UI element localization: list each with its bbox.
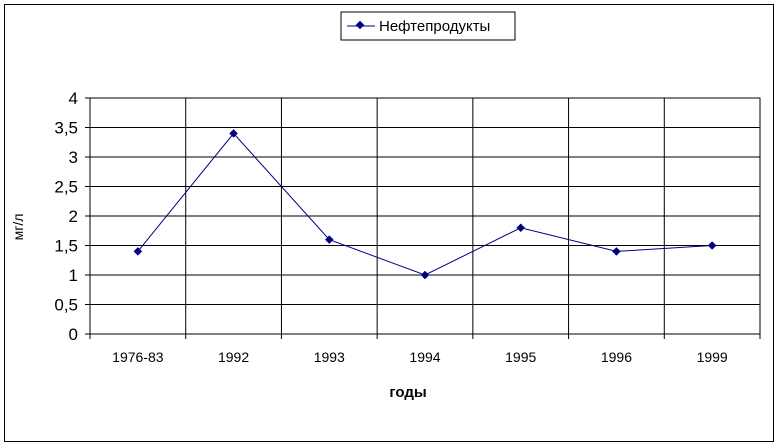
data-point [133, 247, 143, 256]
data-point [324, 235, 334, 244]
y-axis-title: мг/л [10, 214, 26, 241]
x-tick-label: 1999 [697, 349, 728, 365]
y-tick-label: 1,5 [54, 237, 78, 256]
data-point [612, 247, 621, 256]
chart-frame: Нефтепродукты мг/л годы 0 0,5 1 1,5 2 2,5 3 3,5… [4, 4, 774, 442]
legend-label: Нефтепродукты [379, 18, 490, 35]
y-tick-label: 3 [69, 148, 78, 167]
x-tick-label: 1994 [409, 349, 440, 365]
x-tick-label: 1993 [314, 349, 345, 365]
data-point [516, 223, 526, 233]
legend: Нефтепродукты [340, 11, 516, 41]
line-chart: Нефтепродукты мг/л годы 0 0,5 1 1,5 2 2,5 3 3,5… [10, 11, 761, 401]
y-tick-label: 1 [69, 266, 78, 285]
y-tick-label: 0,5 [54, 296, 78, 315]
plot-area: 0 0,5 1 1,5 2 2,5 3 3,5 4 1976-83 1992 1993 1994 1995… [54, 89, 761, 365]
x-tick-label: 1996 [601, 349, 632, 365]
y-tick-label: 2 [69, 207, 78, 226]
x-tick-label: 1992 [218, 349, 249, 365]
y-tick-label: 0 [69, 325, 78, 344]
plot-border [89, 97, 761, 335]
x-axis-title: годы [389, 384, 426, 401]
y-tick-label: 4 [69, 89, 78, 108]
data-point [707, 241, 717, 250]
y-tick-label: 3,5 [54, 119, 78, 138]
data-point [229, 129, 238, 138]
data-point [420, 270, 430, 280]
legend-marker [355, 20, 365, 30]
x-tick-label: 1995 [505, 349, 536, 365]
y-tick-label: 2,5 [54, 178, 78, 197]
x-tick-label: 1976-83 [112, 349, 164, 365]
